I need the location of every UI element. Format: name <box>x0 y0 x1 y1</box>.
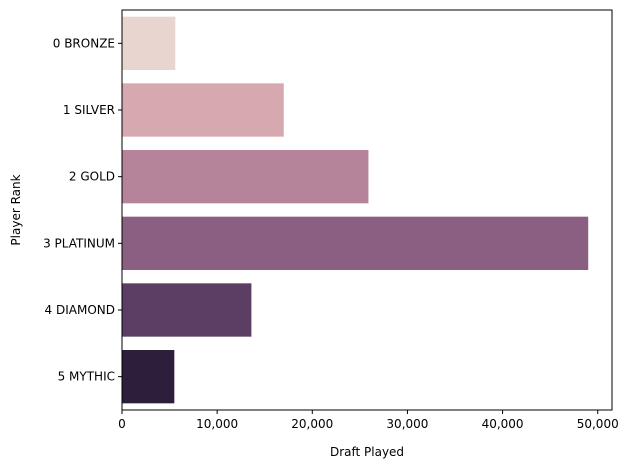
bar-3-platinum <box>122 216 589 270</box>
x-tick-label: 40,000 <box>482 417 524 431</box>
x-tick-label: 20,000 <box>291 417 333 431</box>
y-axis-ticks: 0 BRONZE 1 SILVER 2 GOLD 3 PLATINUM 4 DIAMON… <box>43 36 122 384</box>
bar-0-bronze <box>122 16 176 71</box>
x-tick-label: 0 <box>118 417 126 431</box>
bar-2-gold <box>122 150 369 204</box>
y-axis-title: Player Rank <box>9 174 23 245</box>
y-tick-label: 4 DIAMOND <box>45 303 115 317</box>
x-tick-label: 30,000 <box>386 417 428 431</box>
plot-frame <box>121 9 613 411</box>
y-tick-label: 3 PLATINUM <box>43 236 115 250</box>
x-axis-ticks: 0 10,000 20,000 30,000 40,000 50,000 <box>118 410 619 431</box>
x-axis-title: Draft Played <box>330 445 404 459</box>
y-tick-label: 2 GOLD <box>69 170 115 184</box>
y-tick-label: 5 MYTHIC <box>58 370 115 384</box>
bar-5-mythic <box>122 350 175 404</box>
x-tick-label: 10,000 <box>196 417 238 431</box>
bar-4-diamond <box>122 283 252 337</box>
bars-group <box>122 16 589 404</box>
y-tick-label: 0 BRONZE <box>53 36 115 50</box>
x-tick-label: 50,000 <box>577 417 619 431</box>
bar-1-silver <box>122 83 284 137</box>
y-tick-label: 1 SILVER <box>63 103 115 117</box>
